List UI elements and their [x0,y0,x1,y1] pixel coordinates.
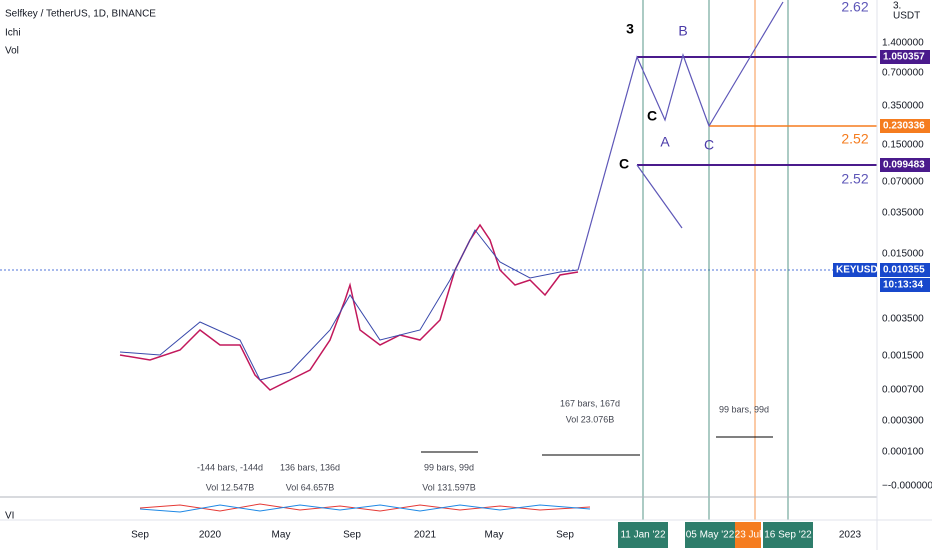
time-label: May [272,530,291,541]
measure-label: -144 bars, -144d [197,462,263,472]
price-tag [880,119,930,133]
measure-label: 136 bars, 136d [280,462,340,472]
fib-label: 2.52 [841,131,868,147]
price-tag-text: 0.010355 [883,265,925,276]
measure-label: Vol 131.597B [422,482,476,492]
measure-label: 167 bars, 167d [560,398,620,408]
wave-label: B [678,23,687,39]
price-tag [880,158,930,172]
wave-label: A [660,134,670,150]
price-tag [880,263,930,277]
time-label: Sep [131,530,149,541]
time-label: 2020 [199,530,222,541]
axis-unit: USDT [893,11,920,22]
wave-label: 3 [626,21,634,37]
price-label: 0.070000 [882,177,924,188]
symbol-title: Selfkey / TetherUS, 1D, BINANCE [5,9,156,20]
measure-label: Vol 12.547B [206,482,255,492]
price-label: 0.150000 [882,140,924,151]
price-label: 0.000700 [882,385,924,396]
fib-label: 2.52 [841,171,868,187]
price-label: 0.003500 [882,314,924,325]
time-tag-text: 05 May '22 [686,530,735,541]
measure-label: Vol 23.076B [566,414,615,424]
price-label: 0.035000 [882,208,924,219]
price-label: 1.400000 [882,38,924,49]
wave-path [636,164,683,229]
price-label: 0.000300 [882,416,924,427]
vi-line [139,504,591,513]
price-tag-text: 10:13:34 [883,280,923,291]
wave-label: C [647,108,657,124]
time-tag-text: 11 Jan '22 [620,530,666,541]
time-tag-text: 16 Sep '22 [764,530,812,541]
price-label: 0.700000 [882,68,924,79]
price-label: 0.350000 [882,101,924,112]
wave-label: C [704,137,714,153]
price-tag-text: 1.050357 [883,52,925,63]
time-label: 2023 [839,530,862,541]
price-label: −-0.000000 [882,481,932,492]
time-tag [735,522,761,548]
pane-label: VI [5,511,14,522]
time-label: 2021 [414,530,437,541]
time-label: Sep [556,530,574,541]
wave-path [577,1,784,271]
price-tag [833,263,877,277]
indicator-label: Vol [5,46,19,57]
time-tag [618,522,668,548]
price-label: 0.015000 [882,249,924,260]
axis-top: 3. [893,1,901,12]
time-label: Sep [343,530,361,541]
price-line [119,223,579,391]
wave-label: C [619,156,629,172]
indicator-label: Ichi [5,28,21,39]
measure-label: 99 bars, 99d [424,462,474,472]
time-label: May [485,530,504,541]
ichimoku-line [119,229,579,381]
price-label: 0.001500 [882,351,924,362]
measure-label: 99 bars, 99d [719,404,769,414]
time-tag [685,522,735,548]
price-tag-text: 0.099483 [883,160,925,171]
price-tag [880,278,930,292]
measure-label: Vol 64.657B [286,482,335,492]
vi-line [139,503,591,512]
price-label: 0.000100 [882,447,924,458]
fib-label: 2.62 [841,0,868,15]
time-tag [763,522,813,548]
price-tag-text: 0.230336 [883,121,925,132]
price-tag-text: KEYUSDT [836,265,884,276]
price-tag [880,50,930,64]
time-tag-text: 23 Jul [735,530,762,541]
